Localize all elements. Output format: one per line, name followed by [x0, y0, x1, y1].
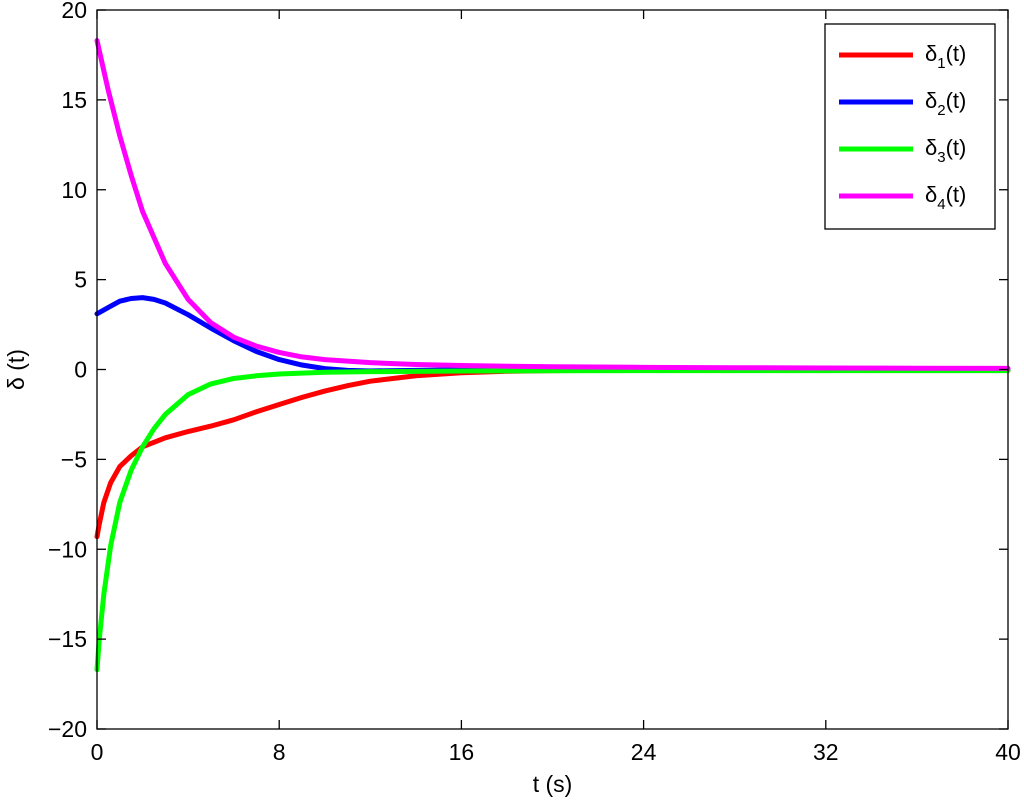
legend-label-3: δ3(t) — [925, 135, 966, 166]
y-tick-label: 5 — [74, 267, 87, 293]
legend-label-1: δ1(t) — [925, 41, 966, 72]
x-tick-label: 16 — [449, 739, 475, 765]
series-line-3 — [94, 368, 1011, 673]
x-tick-label: 32 — [813, 739, 839, 765]
series-line-4 — [94, 38, 1011, 371]
y-tick-label: −5 — [61, 446, 87, 472]
y-tick-label: −20 — [48, 716, 87, 742]
plot-frame — [96, 9, 1009, 730]
x-tick-label: 0 — [91, 739, 104, 765]
x-tick-label: 8 — [273, 739, 286, 765]
ticks-layer: 0 8 16 24 32 40 −20 −15 −10 −5 0 5 10 15 20 — [48, 0, 1021, 765]
y-tick-label: 0 — [74, 357, 87, 383]
y-tick-label: −10 — [48, 536, 87, 562]
legend-label-2: δ2(t) — [925, 88, 966, 119]
y-tick-label: 10 — [61, 177, 87, 203]
y-axis-label: δ (t) — [3, 349, 29, 390]
legend-label-4: δ4(t) — [925, 182, 966, 213]
y-tick-label: 15 — [61, 87, 87, 113]
x-tick-label: 40 — [995, 739, 1021, 765]
x-tick-label: 24 — [631, 739, 657, 765]
legend: δ1(t) δ2(t) δ3(t) δ4(t) — [824, 23, 996, 230]
x-axis-label: t (s) — [533, 771, 573, 797]
y-tick-label: −15 — [48, 626, 87, 652]
y-tick-label: 20 — [61, 0, 87, 23]
series-layer — [94, 38, 1011, 673]
